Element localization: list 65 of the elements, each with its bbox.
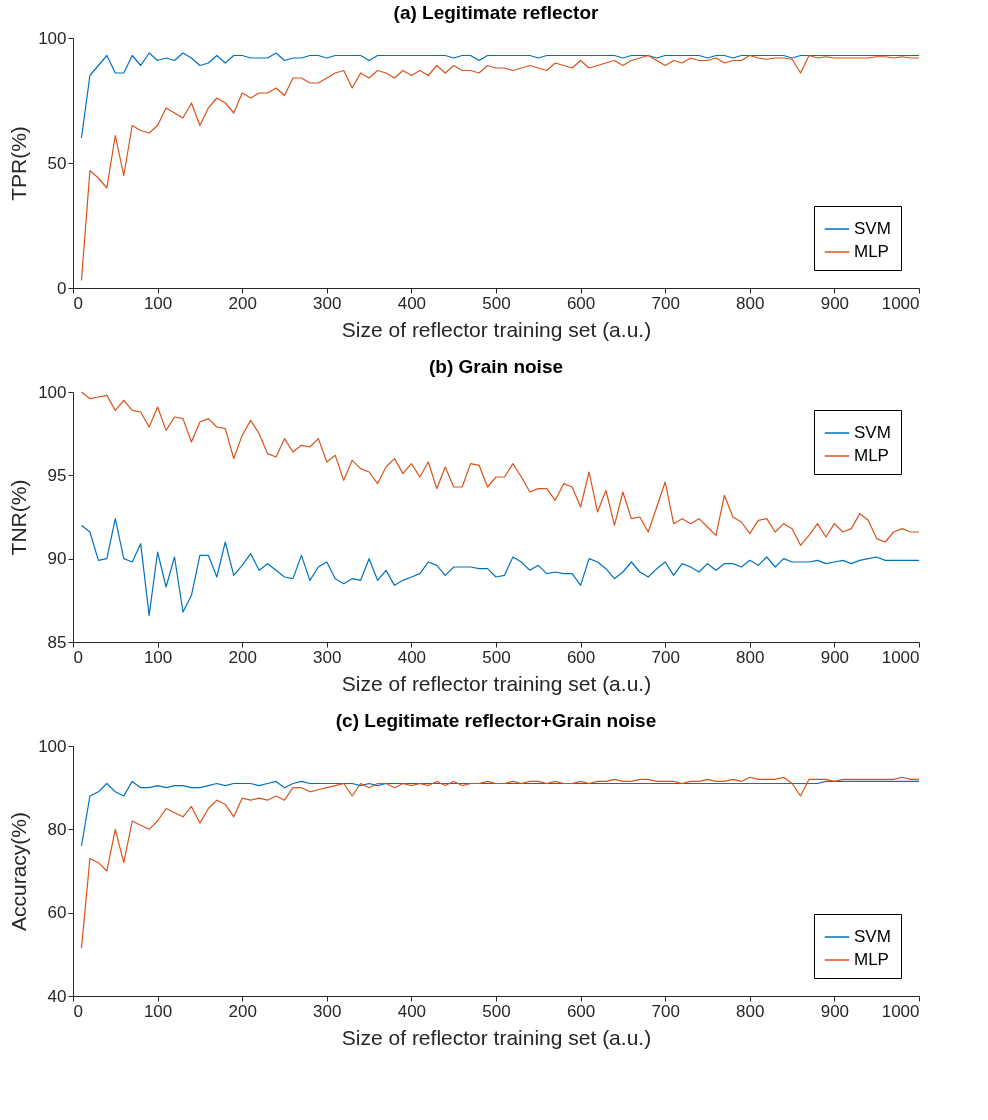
y-tick-label: 50 bbox=[47, 153, 67, 173]
x-tick-label: 1000 bbox=[881, 293, 920, 313]
x-tick-label: 800 bbox=[736, 1001, 765, 1021]
chart-title: (c) Legitimate reflector+Grain noise bbox=[335, 710, 657, 731]
line-series bbox=[80, 391, 920, 546]
y-tick-label: 40 bbox=[47, 986, 67, 1006]
y-axis-title: Accuracy(%) bbox=[7, 811, 31, 932]
x-tick-label: 1000 bbox=[881, 1001, 920, 1021]
x-tick-label: 600 bbox=[566, 1001, 596, 1021]
x-tick-label: 400 bbox=[397, 647, 427, 667]
y-tick-label: 100 bbox=[38, 382, 67, 402]
x-tick-label: 700 bbox=[651, 1001, 680, 1021]
x-tick-label: 700 bbox=[651, 647, 680, 667]
y-tick-label: 80 bbox=[47, 819, 67, 839]
y-tick-label: 100 bbox=[38, 736, 67, 756]
x-axis-title: Size of reflector training set (a.u.) bbox=[341, 317, 652, 341]
y-tick-label: 85 bbox=[47, 632, 67, 652]
chart-title: (a) Legitimate reflector bbox=[393, 2, 600, 23]
x-tick-label: 0 bbox=[73, 647, 83, 667]
x-tick-label: 500 bbox=[482, 293, 511, 313]
x-tick-label: 200 bbox=[228, 1001, 257, 1021]
x-tick-label: 400 bbox=[397, 293, 427, 313]
x-tick-label: 200 bbox=[228, 293, 257, 313]
x-tick-label: 900 bbox=[820, 293, 850, 313]
x-tick-label: 100 bbox=[143, 647, 173, 667]
x-tick-label: 300 bbox=[313, 293, 342, 313]
y-tick-label: 60 bbox=[47, 903, 67, 923]
legend-label: MLP bbox=[854, 242, 889, 261]
x-axis-title: Size of reflector training set (a.u.) bbox=[341, 671, 652, 695]
line-series bbox=[80, 52, 920, 139]
x-tick-label: 100 bbox=[143, 293, 173, 313]
line-series bbox=[80, 54, 920, 282]
line-series bbox=[80, 776, 920, 949]
x-tick-label: 100 bbox=[143, 1001, 173, 1021]
legend-label: SVM bbox=[854, 927, 891, 946]
chart-title: (b) Grain noise bbox=[428, 356, 564, 377]
x-tick-label: 500 bbox=[482, 1001, 511, 1021]
x-tick-label: 300 bbox=[313, 1001, 342, 1021]
legend-label: MLP bbox=[854, 950, 889, 969]
x-tick-label: 1000 bbox=[881, 647, 920, 667]
legend-label: SVM bbox=[854, 423, 891, 442]
x-tick-label: 800 bbox=[736, 647, 765, 667]
x-tick-label: 900 bbox=[820, 647, 850, 667]
y-tick-label: 100 bbox=[38, 28, 67, 48]
x-axis-title: Size of reflector training set (a.u.) bbox=[341, 1025, 652, 1049]
x-tick-label: 500 bbox=[482, 647, 511, 667]
y-axis-title: TNR(%) bbox=[7, 479, 31, 556]
x-tick-label: 800 bbox=[736, 293, 765, 313]
y-tick-label: 90 bbox=[47, 549, 67, 569]
line-series bbox=[80, 780, 920, 847]
y-axis-title: TPR(%) bbox=[7, 126, 31, 201]
x-tick-label: 200 bbox=[228, 647, 257, 667]
x-tick-label: 300 bbox=[313, 647, 342, 667]
x-tick-label: 700 bbox=[651, 293, 680, 313]
x-tick-label: 0 bbox=[73, 1001, 83, 1021]
x-tick-label: 600 bbox=[566, 293, 596, 313]
x-tick-label: 600 bbox=[566, 647, 596, 667]
legend-label: MLP bbox=[854, 446, 889, 465]
legend-label: SVM bbox=[854, 219, 891, 238]
line-series bbox=[80, 518, 920, 616]
x-tick-label: 400 bbox=[397, 1001, 427, 1021]
x-tick-label: 900 bbox=[820, 1001, 850, 1021]
y-tick-label: 95 bbox=[47, 465, 67, 485]
x-tick-label: 0 bbox=[73, 293, 83, 313]
y-tick-label: 0 bbox=[57, 278, 67, 298]
